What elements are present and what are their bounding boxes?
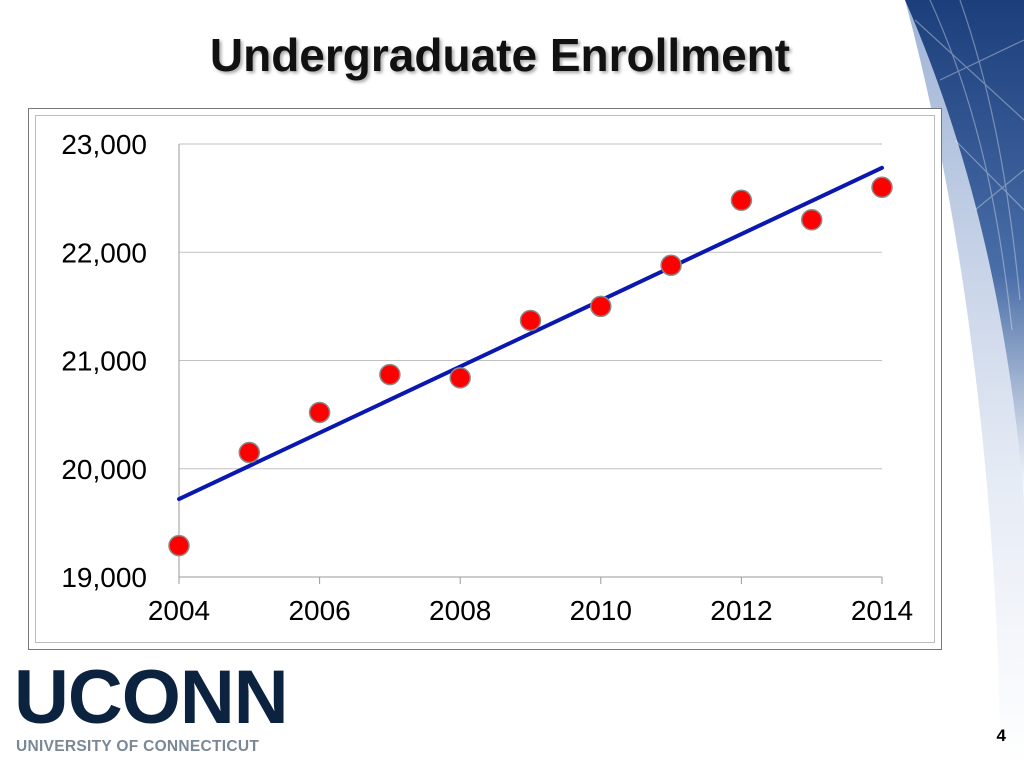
x-tick-label: 2014 [851, 595, 913, 626]
gridlines [179, 143, 882, 470]
data-point [730, 189, 753, 212]
data-points [168, 176, 893, 557]
data-point [800, 209, 823, 231]
uconn-logo: UCONN UNIVERSITY OF CONNECTICUT [14, 655, 314, 756]
chart-frame: 19,000 20,000 21,000 22,000 23,000 2004 2006 20… [28, 108, 942, 650]
data-point [379, 363, 401, 386]
enrollment-scatter-chart: 19,000 20,000 21,000 22,000 23,000 2004 2006 20… [61, 129, 913, 626]
axes [178, 144, 883, 584]
logo-subtitle: UNIVERSITY OF CONNECTICUT [16, 738, 260, 755]
y-tick-label: 22,000 [61, 237, 147, 268]
x-tick-label: 2006 [288, 595, 350, 626]
data-point [308, 401, 331, 424]
logo-wordmark: UCONN [14, 655, 289, 740]
slide-title: Undergraduate Enrollment [209, 29, 791, 81]
data-point [238, 441, 261, 464]
linear-trendline [177, 165, 884, 502]
data-point [449, 367, 471, 389]
trendline-layer [177, 165, 884, 502]
x-tick-label: 2008 [429, 595, 491, 626]
data-point [168, 534, 190, 557]
y-tick-label: 23,000 [61, 129, 147, 160]
tick-labels: 19,000 20,000 21,000 22,000 23,000 2004 2006 20… [61, 129, 913, 626]
y-tick-label: 20,000 [61, 454, 147, 485]
chart-plot-border [35, 115, 935, 643]
data-point [871, 176, 893, 199]
data-point [660, 254, 682, 276]
x-tick-label: 2012 [710, 595, 772, 626]
page-number: 4 [996, 726, 1006, 745]
y-tick-label: 19,000 [61, 562, 147, 593]
data-point [590, 295, 612, 318]
y-tick-label: 21,000 [61, 346, 147, 377]
x-tick-label: 2004 [148, 595, 210, 626]
x-tick-label: 2010 [570, 595, 632, 626]
data-point [519, 309, 542, 332]
